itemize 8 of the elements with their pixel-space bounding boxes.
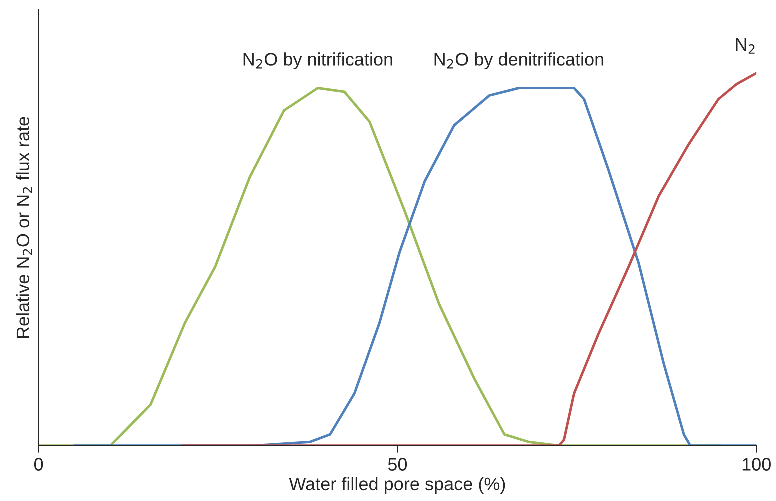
x-tick-label: 50 <box>388 458 408 471</box>
x-tick-label: 0 <box>34 458 44 471</box>
series-label: N$_{2}$O by nitrification <box>244 52 392 70</box>
x-axis-title: Water filled pore space (%) <box>289 477 506 494</box>
x-tick-label: 100 <box>742 458 771 471</box>
series-label: N$_{2}$ <box>736 38 755 54</box>
y-axis-title: Relative N$_{2}$O or N$_{2}$ flux rate <box>16 117 32 338</box>
series-label: N$_{2}$O by denitrification <box>434 52 604 70</box>
